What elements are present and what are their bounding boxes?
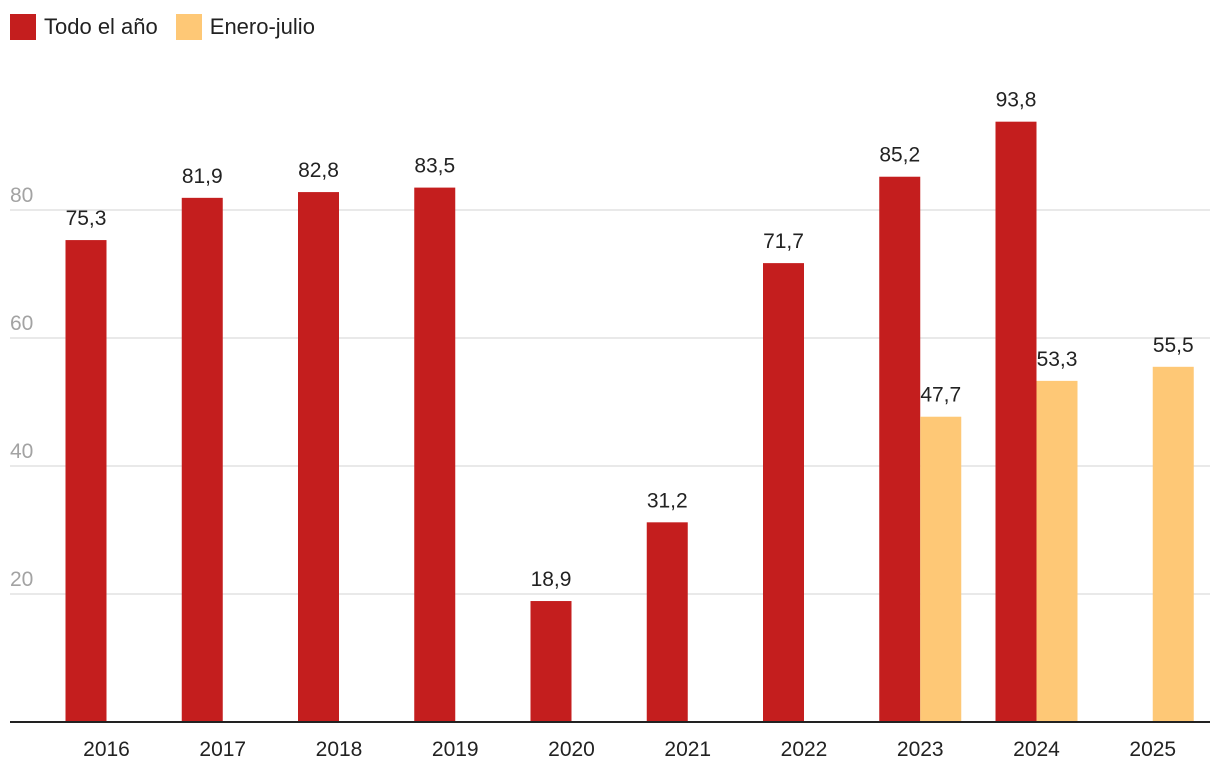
data-label-todo-el-ano-2024: 93,8 bbox=[996, 89, 1037, 112]
data-label-enero-julio-2024: 53,3 bbox=[1037, 348, 1078, 371]
bar-todo-el-ano-2024 bbox=[995, 121, 1037, 723]
bar-enero-julio-2023 bbox=[920, 416, 962, 722]
data-label-enero-julio-2025: 55,5 bbox=[1153, 334, 1194, 357]
x-tick-label-2016: 2016 bbox=[83, 738, 130, 761]
x-tick-label-2023: 2023 bbox=[897, 738, 944, 761]
bar-todo-el-ano-2018 bbox=[298, 192, 339, 722]
legend-item-enero-julio: Enero-julio bbox=[175, 14, 315, 40]
y-tick-label-80: 80 bbox=[10, 184, 33, 207]
bar-enero-julio-2025 bbox=[1152, 366, 1194, 722]
bar-todo-el-ano-2022 bbox=[763, 263, 804, 722]
bar-enero-julio-2024 bbox=[1036, 380, 1078, 722]
data-label-todo-el-ano-2016: 75,3 bbox=[66, 207, 107, 230]
legend-label-enero-julio: Enero-julio bbox=[209, 14, 315, 39]
y-tick-label-20: 20 bbox=[10, 568, 33, 591]
legend-swatch-enero-julio bbox=[175, 14, 202, 40]
bar-todo-el-ano-2017 bbox=[181, 197, 223, 723]
x-tick-label-2021: 2021 bbox=[664, 738, 711, 761]
x-tick-label-2022: 2022 bbox=[781, 738, 828, 761]
bar-todo-el-ano-2023 bbox=[879, 176, 921, 723]
data-label-todo-el-ano-2017: 81,9 bbox=[182, 165, 223, 188]
data-label-enero-julio-2023: 47,7 bbox=[920, 384, 961, 407]
legend-item-todo-el-ano: Todo el año bbox=[10, 14, 158, 40]
x-tick-label-2018: 2018 bbox=[316, 738, 363, 761]
data-label-todo-el-ano-2020: 18,9 bbox=[531, 568, 572, 591]
legend-label-todo-el-ano: Todo el año bbox=[44, 14, 158, 39]
data-label-todo-el-ano-2021: 31,2 bbox=[647, 489, 688, 512]
data-label-todo-el-ano-2018: 82,8 bbox=[298, 159, 339, 182]
x-tick-label-2025: 2025 bbox=[1129, 738, 1176, 761]
data-label-todo-el-ano-2022: 71,7 bbox=[763, 230, 804, 253]
bar-todo-el-ano-2016 bbox=[65, 240, 107, 722]
legend-swatch-todo-el-ano bbox=[10, 14, 36, 40]
legend: Todo el año Enero-julio bbox=[10, 14, 315, 40]
y-tick-label-60: 60 bbox=[10, 312, 33, 335]
bar-todo-el-ano-2021 bbox=[646, 522, 688, 722]
bar-todo-el-ano-2020 bbox=[530, 601, 572, 722]
x-tick-label-2019: 2019 bbox=[432, 738, 479, 761]
y-tick-label-40: 40 bbox=[10, 440, 33, 463]
data-label-todo-el-ano-2023: 85,2 bbox=[879, 144, 920, 167]
bar-todo-el-ano-2019 bbox=[414, 187, 456, 723]
x-tick-label-2017: 2017 bbox=[199, 738, 246, 761]
x-tick-label-2024: 2024 bbox=[1013, 738, 1060, 761]
x-tick-label-2020: 2020 bbox=[548, 738, 595, 761]
data-label-todo-el-ano-2019: 83,5 bbox=[414, 155, 455, 178]
